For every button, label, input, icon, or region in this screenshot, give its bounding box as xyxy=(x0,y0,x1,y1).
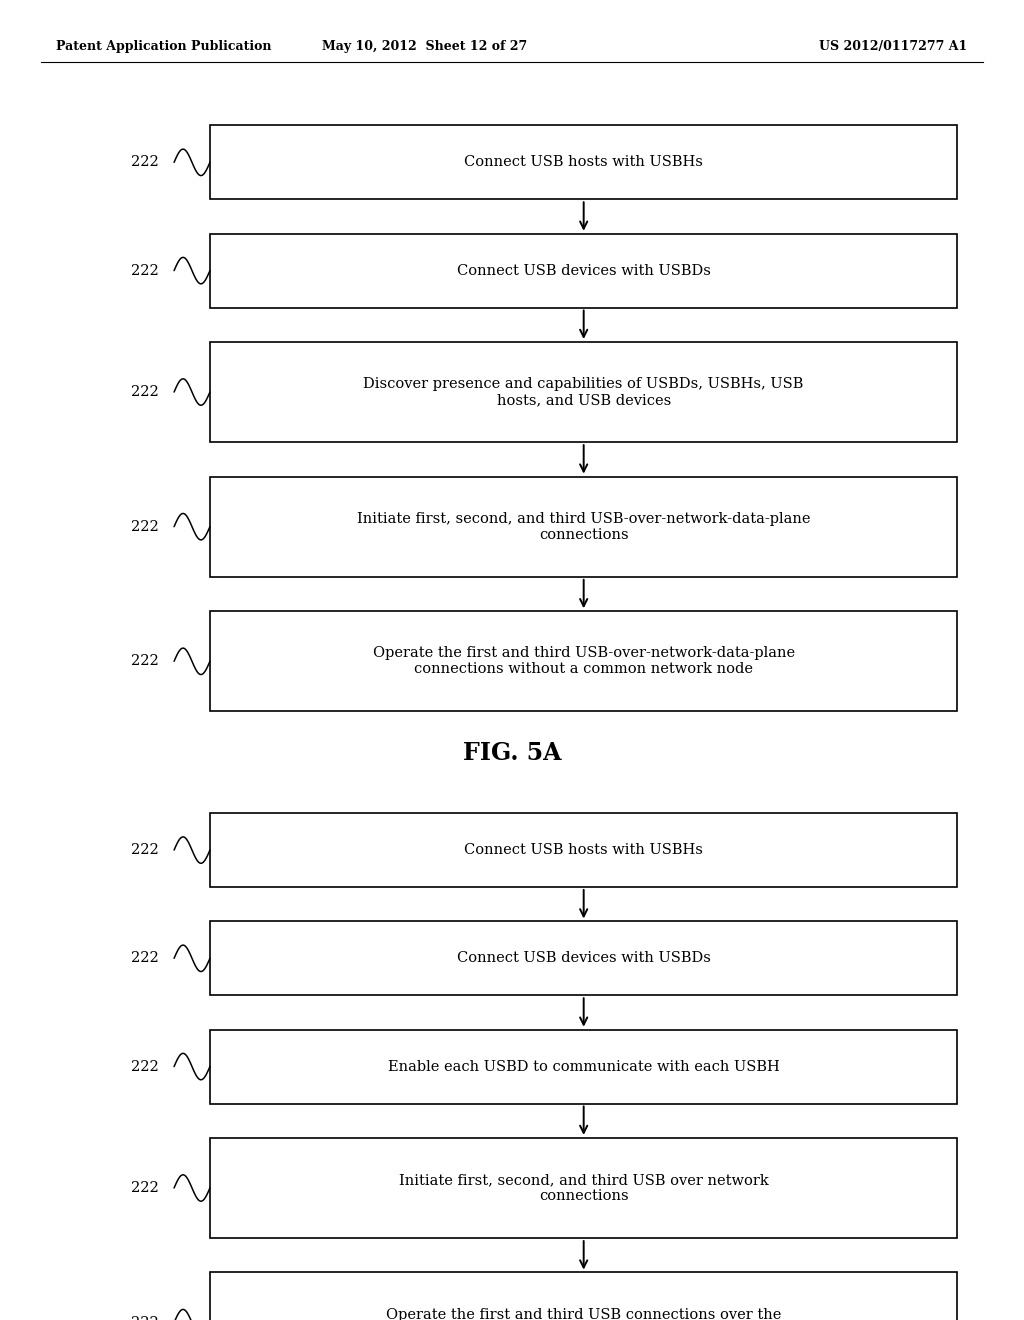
Text: Enable each USBD to communicate with each USBH: Enable each USBD to communicate with eac… xyxy=(388,1060,779,1073)
Text: FIG. 5A: FIG. 5A xyxy=(463,741,561,764)
Bar xyxy=(210,1272,957,1320)
Text: 222: 222 xyxy=(131,156,159,169)
Bar xyxy=(210,342,957,442)
Bar xyxy=(210,1030,957,1104)
Bar xyxy=(210,477,957,577)
Text: 222: 222 xyxy=(131,843,159,857)
Bar xyxy=(210,813,957,887)
Text: Operate the first and third USB connections over the
network without a common ne: Operate the first and third USB connecti… xyxy=(386,1308,781,1320)
Text: 222: 222 xyxy=(131,264,159,277)
Bar xyxy=(210,234,957,308)
Text: Initiate first, second, and third USB over network
connections: Initiate first, second, and third USB ov… xyxy=(398,1173,769,1203)
Text: Connect USB devices with USBDs: Connect USB devices with USBDs xyxy=(457,264,711,277)
Text: Connect USB hosts with USBHs: Connect USB hosts with USBHs xyxy=(464,156,703,169)
Text: 222: 222 xyxy=(131,1181,159,1195)
Text: Connect USB hosts with USBHs: Connect USB hosts with USBHs xyxy=(464,843,703,857)
Text: May 10, 2012  Sheet 12 of 27: May 10, 2012 Sheet 12 of 27 xyxy=(323,40,527,53)
Text: US 2012/0117277 A1: US 2012/0117277 A1 xyxy=(819,40,968,53)
Bar xyxy=(210,1138,957,1238)
Text: Operate the first and third USB-over-network-data-plane
connections without a co: Operate the first and third USB-over-net… xyxy=(373,647,795,676)
Text: 222: 222 xyxy=(131,1060,159,1073)
Text: 222: 222 xyxy=(131,385,159,399)
Text: Discover presence and capabilities of USBDs, USBHs, USB
hosts, and USB devices: Discover presence and capabilities of US… xyxy=(364,378,804,407)
Text: 222: 222 xyxy=(131,655,159,668)
Text: 222: 222 xyxy=(131,1316,159,1320)
Text: Patent Application Publication: Patent Application Publication xyxy=(56,40,271,53)
Text: Initiate first, second, and third USB-over-network-data-plane
connections: Initiate first, second, and third USB-ov… xyxy=(357,512,810,541)
Text: 222: 222 xyxy=(131,952,159,965)
Text: Connect USB devices with USBDs: Connect USB devices with USBDs xyxy=(457,952,711,965)
Bar xyxy=(210,125,957,199)
Text: 222: 222 xyxy=(131,520,159,533)
Bar xyxy=(210,611,957,711)
Bar xyxy=(210,921,957,995)
